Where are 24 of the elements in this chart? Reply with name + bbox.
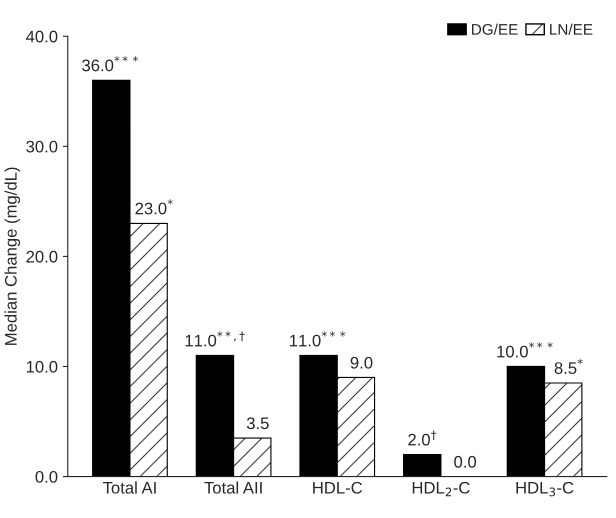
bar xyxy=(403,454,442,477)
y-tick-label: 20.0 xyxy=(26,250,58,263)
data-label: 36.0$^{***}$ xyxy=(82,56,138,72)
data-label: 3.5 xyxy=(246,417,269,430)
x-tick-label: Total AII xyxy=(204,481,262,494)
x-tick-label: Total AI xyxy=(103,481,156,494)
y-tick-label: 0.0 xyxy=(36,470,58,483)
data-label: 11.0$^{***}$ xyxy=(290,331,346,346)
data-label: 11.0$^{**,†}$ xyxy=(186,331,245,346)
data-label: 23.0$^{*}$ xyxy=(136,199,173,214)
data-label: 10.0$^{***}$ xyxy=(497,342,553,358)
x-tick-label: HDL-C xyxy=(313,482,362,494)
x-tick-label: HDL$_{3}$-C xyxy=(516,482,574,496)
data-label: 2.0$^{†}$ xyxy=(408,430,436,446)
data-label: 8.5$^{*}$ xyxy=(554,358,583,374)
y-tick-label: 30.0 xyxy=(26,140,58,153)
y-axis-title: Median Change (mg/dL) xyxy=(4,168,20,345)
legend-label: DG/EE xyxy=(472,24,518,35)
y-tick-label: 10.0 xyxy=(26,360,58,373)
y-tick-label: 40.0 xyxy=(26,30,58,42)
data-label: 9.0 xyxy=(350,356,372,369)
x-tick-label: HDL$_{2}$-C xyxy=(412,482,470,496)
data-label: 0.0 xyxy=(454,456,476,468)
legend-label: LN/EE xyxy=(550,24,592,35)
